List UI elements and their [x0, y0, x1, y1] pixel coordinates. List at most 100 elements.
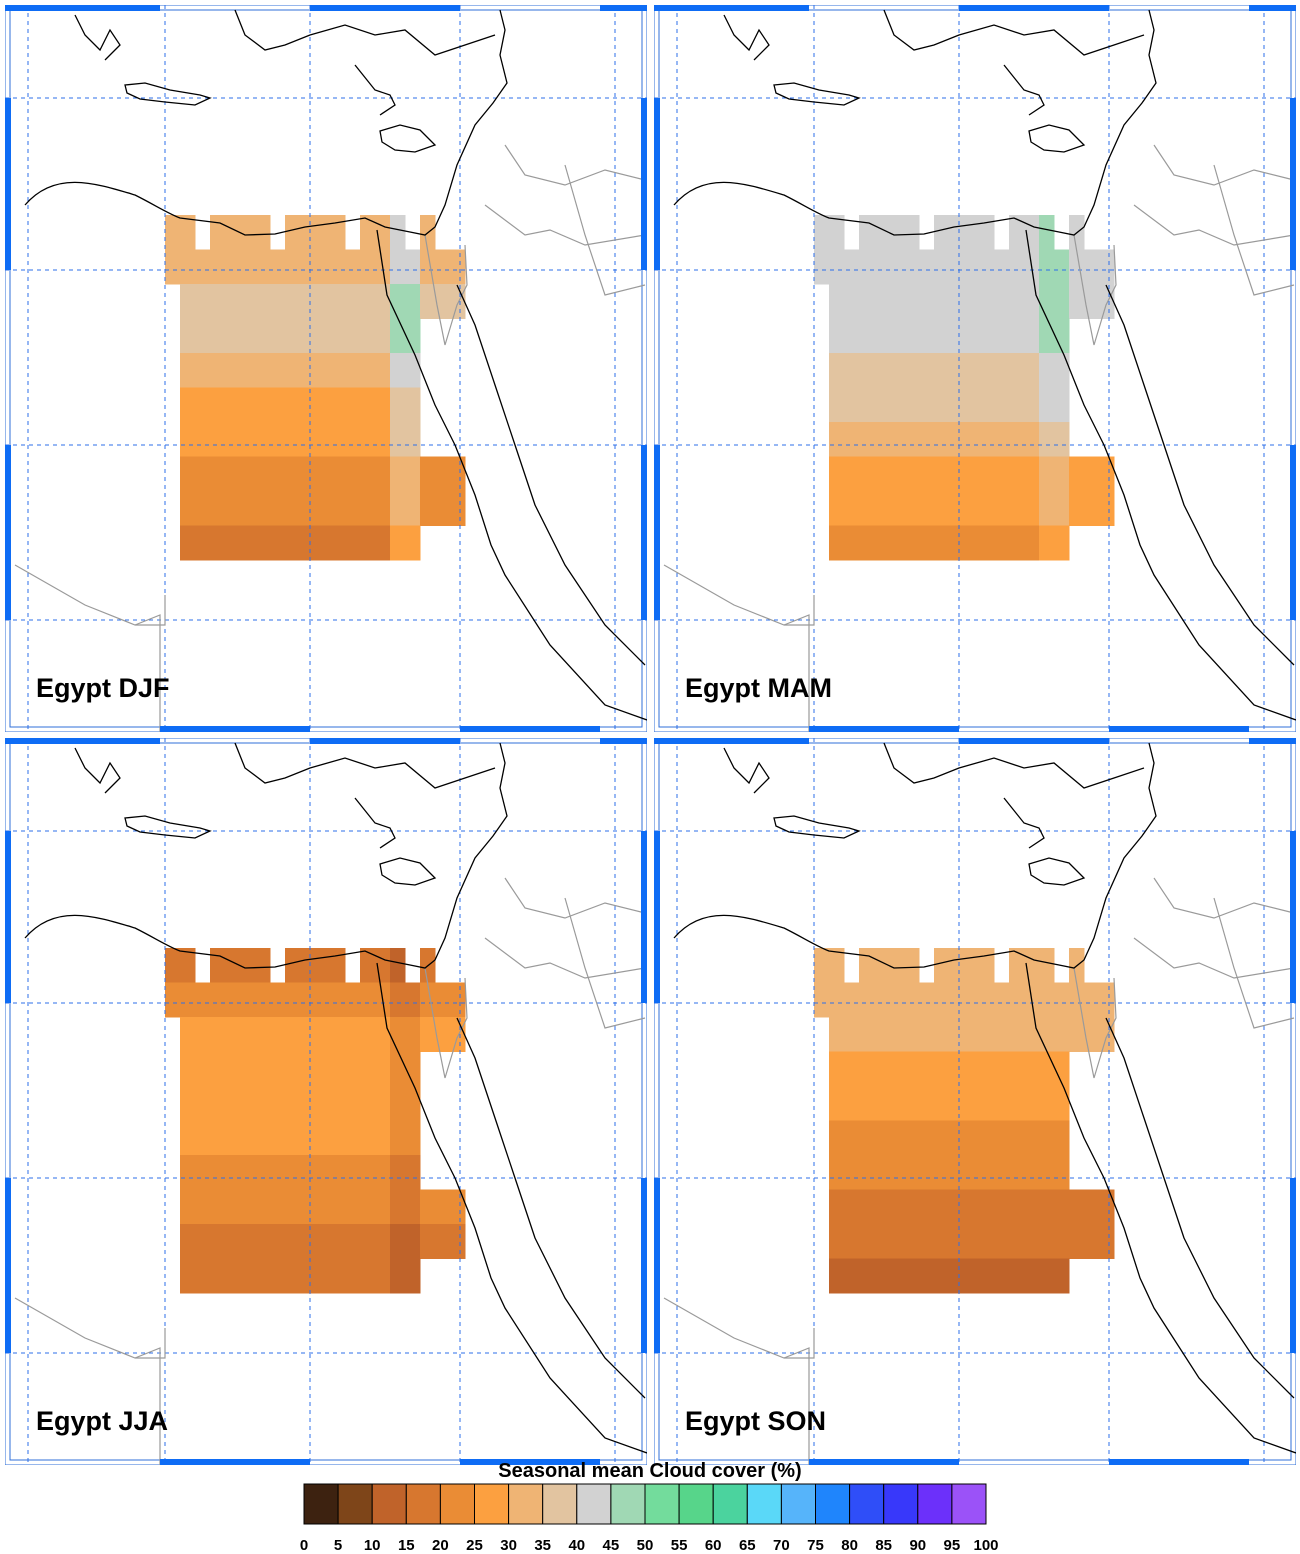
- data-cell: [180, 982, 196, 1018]
- data-cell: [1009, 249, 1025, 285]
- data-cell: [919, 456, 935, 492]
- data-cell: [1099, 284, 1115, 319]
- data-cell: [979, 982, 995, 1018]
- island-crete: [124, 82, 212, 106]
- data-cell: [285, 948, 301, 983]
- coastline: [354, 797, 396, 849]
- colorbar-tick-label: 5: [334, 1537, 342, 1554]
- data-cell: [195, 1017, 211, 1052]
- data-cell: [1084, 982, 1100, 1018]
- data-cell: [360, 353, 376, 388]
- frame-tick-vertical: [5, 98, 11, 270]
- data-cell: [285, 422, 301, 457]
- data-cell: [994, 1224, 1010, 1259]
- data-cell: [300, 1051, 316, 1087]
- panel-title-mam: Egypt MAM: [685, 673, 832, 703]
- data-cell: [859, 982, 875, 1018]
- data-cell: [1039, 387, 1055, 423]
- data-cell: [934, 1189, 950, 1225]
- data-cell: [390, 948, 406, 983]
- data-cell: [345, 1224, 361, 1259]
- colorbar-swatch: [610, 1483, 646, 1525]
- data-cell: [829, 982, 845, 1018]
- data-cell: [949, 525, 965, 561]
- data-cell: [405, 525, 421, 561]
- data-cell: [225, 948, 241, 983]
- data-cell: [390, 353, 406, 388]
- data-cell: [300, 1017, 316, 1052]
- data-cell: [240, 387, 256, 423]
- data-cell: [360, 422, 376, 457]
- data-cell: [889, 982, 905, 1018]
- data-cell: [1009, 387, 1025, 423]
- data-cell: [180, 318, 196, 354]
- frame-tick-vertical: [1290, 1178, 1296, 1353]
- colorbar: 0 5 10 15 20 25 30 35 40 45 50 55 60 65 70 75 80 85 90 95 10…: [300, 1483, 999, 1554]
- country-border: [1153, 877, 1295, 919]
- map-svg-son: [654, 738, 1296, 1465]
- country-border: [564, 164, 646, 296]
- data-cell: [844, 387, 860, 423]
- data-cell: [240, 318, 256, 354]
- data-cell: [330, 422, 346, 457]
- data-cell: [949, 353, 965, 388]
- data-cell: [450, 982, 466, 1018]
- data-cell: [345, 456, 361, 492]
- colorbar-tick-label: 30: [500, 1537, 517, 1554]
- data-cell: [994, 422, 1010, 457]
- data-cell: [1039, 353, 1055, 388]
- data-cell: [979, 456, 995, 492]
- island-crete: [773, 82, 861, 106]
- data-cell: [360, 1120, 376, 1156]
- data-cell: [360, 1224, 376, 1259]
- data-cell: [934, 491, 950, 526]
- frame-tick-vertical: [641, 98, 647, 270]
- data-cell: [330, 249, 346, 285]
- data-cell: [405, 1017, 421, 1052]
- data-cell: [240, 491, 256, 526]
- data-cell: [829, 525, 845, 561]
- colorbar-swatch: [849, 1483, 885, 1525]
- colorbar-swatch: [337, 1483, 373, 1525]
- data-cell: [450, 1017, 466, 1052]
- data-cell: [889, 948, 905, 983]
- data-cell: [315, 422, 331, 457]
- data-cell: [1054, 353, 1070, 388]
- data-cell: [1024, 1155, 1040, 1190]
- data-cell: [1099, 1017, 1115, 1052]
- data-cell: [904, 491, 920, 526]
- data-cell: [315, 948, 331, 983]
- data-cell: [255, 284, 271, 319]
- data-cell: [919, 284, 935, 319]
- data-cell: [1039, 1017, 1055, 1052]
- data-cell: [345, 387, 361, 423]
- data-cell: [889, 387, 905, 423]
- colorbar-tick-label: 95: [944, 1537, 961, 1554]
- data-cell: [859, 1258, 875, 1294]
- data-cell: [375, 318, 391, 354]
- data-cell: [285, 318, 301, 354]
- data-cell: [180, 1224, 196, 1259]
- colorbar-swatch: [815, 1483, 851, 1525]
- data-cell: [1009, 1189, 1025, 1225]
- data-cell: [270, 353, 286, 388]
- island-cyprus: [379, 124, 437, 153]
- data-cell: [874, 1155, 890, 1190]
- data-cell: [180, 1189, 196, 1225]
- data-cell: [844, 1155, 860, 1190]
- data-cell: [390, 284, 406, 319]
- data-cell: [934, 1120, 950, 1156]
- panel-title-jja: Egypt JJA: [36, 1406, 169, 1436]
- data-cell: [1039, 215, 1055, 250]
- data-cell: [405, 1258, 421, 1294]
- data-cell: [390, 318, 406, 354]
- data-cell: [994, 1189, 1010, 1225]
- data-cell: [889, 1051, 905, 1087]
- data-cell: [165, 948, 181, 983]
- data-cell: [330, 491, 346, 526]
- data-cell: [1069, 491, 1085, 526]
- data-cell: [1069, 456, 1085, 492]
- data-cell: [979, 1051, 995, 1087]
- data-cell: [285, 249, 301, 285]
- frame-tick-horizontal: [160, 1459, 310, 1465]
